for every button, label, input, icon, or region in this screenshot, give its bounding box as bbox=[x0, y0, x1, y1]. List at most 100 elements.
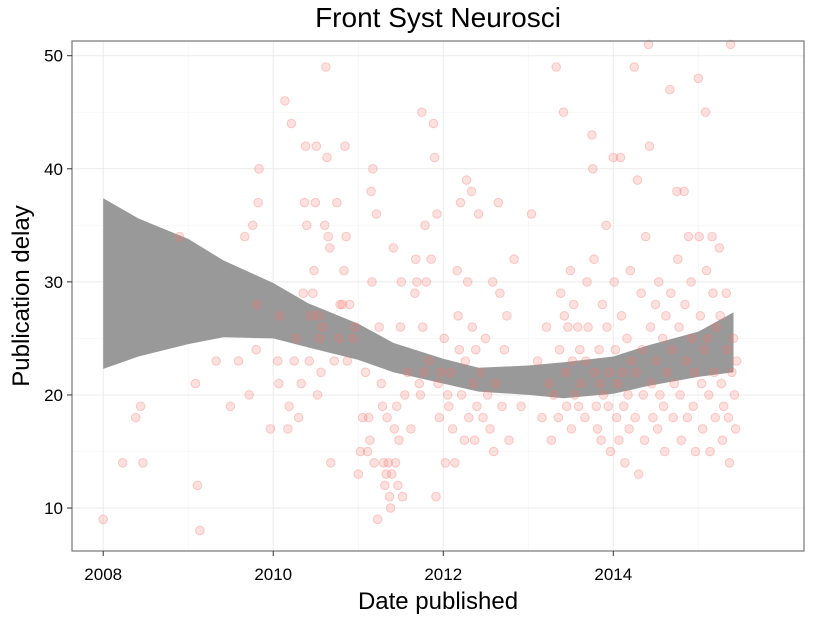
data-point bbox=[393, 480, 403, 491]
data-point bbox=[424, 356, 434, 366]
data-point bbox=[711, 322, 722, 332]
data-point bbox=[591, 401, 602, 412]
x-axis: 2008 2010 2012 2014 bbox=[84, 551, 632, 584]
x-axis-title: Date published bbox=[358, 588, 518, 615]
data-point bbox=[312, 390, 323, 400]
data-point bbox=[568, 299, 579, 310]
data-point bbox=[589, 254, 599, 265]
data-point bbox=[377, 401, 388, 412]
data-point bbox=[357, 412, 368, 423]
data-point bbox=[472, 401, 482, 412]
data-point bbox=[265, 424, 276, 434]
data-point bbox=[567, 356, 578, 366]
data-point bbox=[622, 333, 632, 344]
data-point bbox=[192, 480, 203, 491]
data-point bbox=[610, 344, 621, 355]
data-point bbox=[673, 254, 683, 265]
data-point bbox=[718, 401, 729, 412]
data-point bbox=[583, 322, 593, 332]
data-point bbox=[603, 401, 614, 412]
data-point bbox=[631, 367, 642, 378]
data-point bbox=[329, 356, 340, 366]
data-point bbox=[672, 186, 682, 197]
data-point bbox=[660, 446, 670, 457]
data-point bbox=[707, 231, 717, 242]
data-point bbox=[728, 333, 739, 344]
x-tick-label: 2014 bbox=[594, 565, 632, 584]
data-point bbox=[623, 390, 633, 400]
data-point bbox=[445, 367, 456, 378]
data-point bbox=[390, 458, 401, 468]
data-point bbox=[353, 469, 364, 479]
data-point bbox=[291, 333, 302, 344]
data-point bbox=[509, 254, 519, 265]
chart-title: Front Syst Neurosci bbox=[315, 2, 561, 33]
data-point bbox=[582, 277, 592, 287]
data-point bbox=[344, 299, 355, 310]
data-point bbox=[668, 412, 679, 423]
data-point bbox=[597, 299, 608, 310]
data-point bbox=[648, 412, 658, 423]
data-point bbox=[300, 141, 311, 151]
data-point bbox=[701, 265, 712, 276]
data-point bbox=[588, 164, 598, 174]
data-point bbox=[682, 412, 693, 423]
data-point bbox=[304, 356, 315, 366]
data-point bbox=[575, 344, 585, 355]
data-point bbox=[190, 378, 201, 389]
data-point bbox=[412, 277, 422, 287]
data-point bbox=[602, 322, 612, 332]
data-point bbox=[372, 514, 383, 525]
data-point bbox=[488, 446, 499, 457]
data-point bbox=[729, 390, 740, 400]
data-point bbox=[646, 378, 657, 389]
data-point bbox=[612, 378, 623, 389]
data-point bbox=[611, 412, 622, 423]
data-point bbox=[709, 367, 720, 378]
data-point bbox=[382, 412, 392, 423]
data-point bbox=[298, 288, 309, 299]
data-point bbox=[683, 231, 694, 242]
data-point bbox=[705, 446, 715, 457]
data-point bbox=[605, 446, 616, 457]
data-point bbox=[316, 367, 326, 378]
data-point bbox=[604, 367, 615, 378]
data-point bbox=[681, 356, 692, 366]
data-point bbox=[342, 356, 353, 366]
data-point bbox=[322, 152, 332, 163]
data-point bbox=[636, 288, 647, 299]
data-point bbox=[400, 390, 410, 400]
data-point bbox=[687, 333, 697, 344]
data-point bbox=[693, 73, 704, 84]
data-point bbox=[679, 186, 689, 197]
data-point bbox=[461, 175, 472, 185]
data-point bbox=[332, 197, 342, 208]
data-point bbox=[690, 446, 701, 457]
data-point bbox=[195, 525, 205, 536]
data-point bbox=[497, 401, 507, 412]
data-point bbox=[688, 401, 699, 412]
data-point bbox=[459, 435, 470, 446]
data-point bbox=[439, 333, 450, 344]
data-point bbox=[702, 333, 713, 344]
data-point bbox=[334, 333, 344, 344]
data-point bbox=[666, 288, 676, 299]
data-point bbox=[697, 424, 708, 434]
data-point bbox=[454, 344, 465, 355]
data-point bbox=[428, 118, 439, 129]
data-point bbox=[576, 378, 586, 389]
data-point bbox=[504, 435, 514, 446]
data-point bbox=[595, 378, 605, 389]
data-point bbox=[442, 390, 453, 400]
data-point bbox=[686, 277, 696, 287]
data-point bbox=[289, 356, 300, 366]
data-point bbox=[620, 458, 630, 468]
data-point bbox=[348, 333, 358, 344]
data-point bbox=[655, 390, 665, 400]
data-point bbox=[587, 130, 597, 140]
data-point bbox=[473, 209, 484, 219]
data-point bbox=[725, 39, 736, 50]
data-point bbox=[624, 424, 634, 434]
data-point bbox=[502, 311, 512, 321]
data-point bbox=[609, 277, 620, 287]
